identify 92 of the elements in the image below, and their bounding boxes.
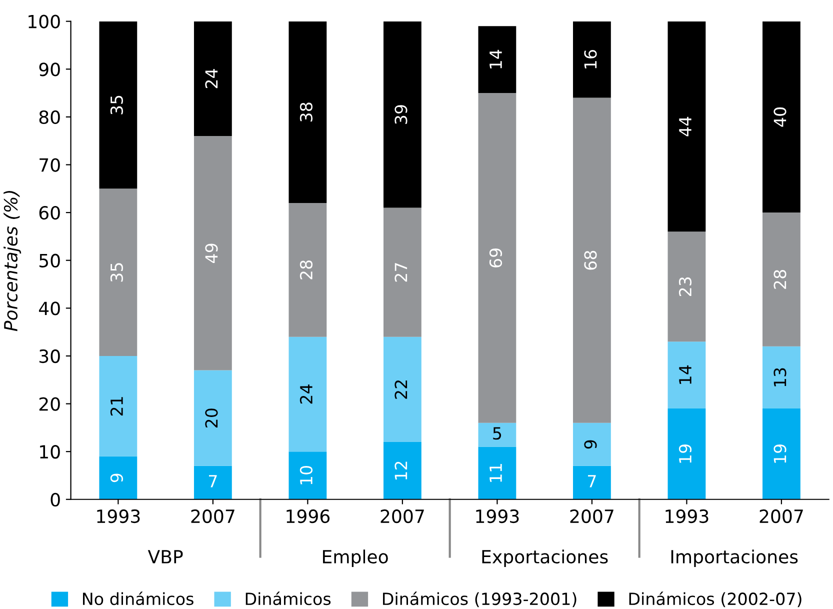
bar [478,26,516,94]
data-label: 24 [205,69,218,88]
data-label: 20 [205,408,218,428]
x-tick-label: 1993 [666,509,708,524]
data-label: 9 [584,440,597,449]
x-tick-label: 1996 [286,509,330,524]
y-tick-label: 20 [39,397,60,411]
bar [478,446,516,500]
bar [668,232,706,342]
data-label: 22 [394,380,408,399]
bar [668,408,706,500]
legend-label: No dinámicos [83,592,194,606]
data-label: 38 [300,102,313,122]
bar [194,21,232,136]
data-label: 19 [678,444,692,463]
text: Empleo [323,550,388,568]
y-tick-label: 100 [28,14,60,28]
text: Exportaciones [482,550,608,568]
data-label: 9 [110,474,124,482]
data-label: 28 [774,270,786,289]
data-label: 23 [678,277,692,296]
text: VBP [148,550,183,564]
data-label: 35 [110,263,124,282]
data-label: 44 [679,116,692,136]
legend-label: Dinámicos (1993-2001) [383,592,576,608]
bar [288,336,327,452]
data-label: 24 [300,384,312,404]
data-label: 68 [584,250,597,270]
bar [573,21,611,98]
text: Importaciones [671,550,798,568]
bar [573,98,611,423]
bar [194,466,232,500]
bar [99,456,138,500]
x-tick-label: 2007 [760,509,803,524]
data-label: 13 [774,368,786,386]
data-label: 5 [493,427,502,440]
y-tick-label: 10 [40,445,60,459]
bar [99,188,138,356]
y-tick-label: 0 [50,492,60,506]
bar [383,442,422,500]
data-label: 7 [209,475,217,488]
x-tick-label: 2007 [191,509,234,524]
legend-label: Dinámicos [246,592,331,606]
bar [383,336,422,442]
bar [668,342,706,409]
bar [762,21,800,213]
x-tick-label: 1993 [97,509,140,524]
x-tick-label: 2007 [380,509,424,524]
bar [194,370,232,466]
data-label: 69 [489,248,502,268]
bar [383,21,422,208]
y-tick-label: 60 [39,206,60,220]
data-label: 14 [679,365,692,384]
bar [762,408,800,500]
bar [194,136,232,370]
bar [288,202,327,337]
bar [478,422,516,447]
bar [383,208,422,337]
data-label: 49 [205,244,218,263]
data-label: 14 [490,50,502,68]
data-label: 39 [394,105,408,124]
data-label: 35 [110,96,124,114]
data-label: 28 [300,260,313,280]
y-axis-title: Porcentajes (%) [4,190,22,332]
bar [288,21,327,203]
bar [762,346,800,409]
x-tick-label: 2007 [570,509,614,524]
bar [478,93,516,423]
y-tick-label: 90 [39,62,60,76]
data-label: 11 [490,464,502,482]
bar [288,452,327,500]
bar [762,212,800,346]
y-tick-label: 50 [40,254,60,268]
data-label: 7 [588,475,596,488]
bar [99,356,138,456]
y-tick-label: 40 [38,302,60,316]
bar [573,422,611,466]
y-tick-label: 80 [39,110,60,124]
data-label: 16 [584,50,597,68]
data-label: 19 [774,444,786,463]
y-tick-label: 70 [40,158,60,172]
legend-label: Dinámicos (2002-07) [629,592,802,608]
bar [99,21,138,189]
y-tick-label: 30 [39,349,60,364]
data-label: 10 [300,466,313,484]
x-tick-label: 1993 [476,509,519,524]
data-label: 40 [774,107,786,127]
bar [668,21,706,232]
data-label: 27 [394,263,408,282]
data-label: 21 [110,397,123,416]
bar [573,466,611,500]
data-label: 12 [394,462,408,480]
